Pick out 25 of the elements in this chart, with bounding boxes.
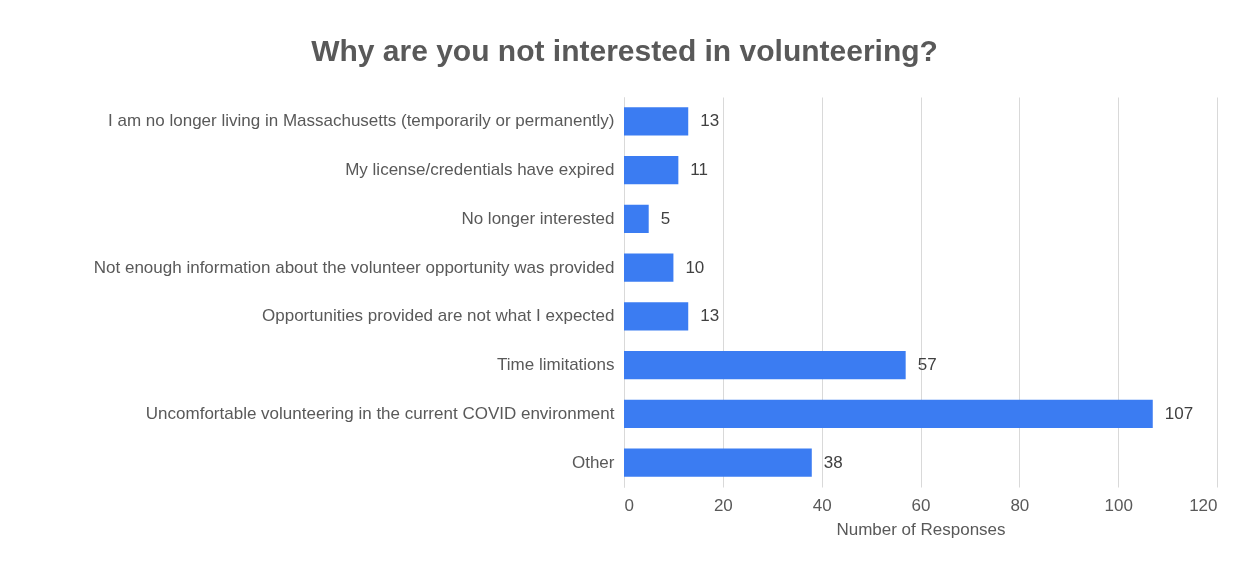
data-label: 57	[917, 355, 937, 375]
data-label: 5	[660, 208, 671, 228]
y-tick-label: I am no longer living in Massachusetts (temporarily or permanently)	[108, 111, 615, 131]
x-tick-label: 0	[624, 495, 634, 515]
y-tick-label: Time limitations	[497, 355, 615, 375]
y-tick-label: Other	[571, 452, 615, 472]
y-tick-label: No longer interested	[461, 208, 615, 228]
x-tick-label: 80	[1010, 495, 1030, 515]
x-tick-label: 120	[1189, 495, 1218, 515]
x-tick-label: 40	[812, 495, 832, 515]
y-tick-label: My license/credentials have expired	[345, 160, 615, 180]
y-tick-label: Not enough information about the volunteer opportunity was provided	[93, 257, 615, 277]
x-tick-label: 100	[1104, 495, 1133, 515]
data-label: 10	[685, 257, 705, 277]
y-tick-label: Opportunities provided are not what I expected	[262, 306, 615, 326]
data-label: 13	[700, 111, 720, 131]
data-label: 38	[823, 452, 843, 472]
data-label: 11	[690, 160, 709, 180]
x-axis-title: Number of Responses	[836, 519, 1006, 539]
data-label: 107	[1164, 403, 1194, 423]
x-tick-label: 20	[713, 495, 733, 515]
data-label: 13	[700, 306, 720, 326]
chart-title: Why are you not interested in volunteering?	[311, 34, 938, 67]
y-tick-label: Uncomfortable volunteering in the current COVID environment	[145, 403, 615, 423]
x-tick-label: 60	[911, 495, 931, 515]
